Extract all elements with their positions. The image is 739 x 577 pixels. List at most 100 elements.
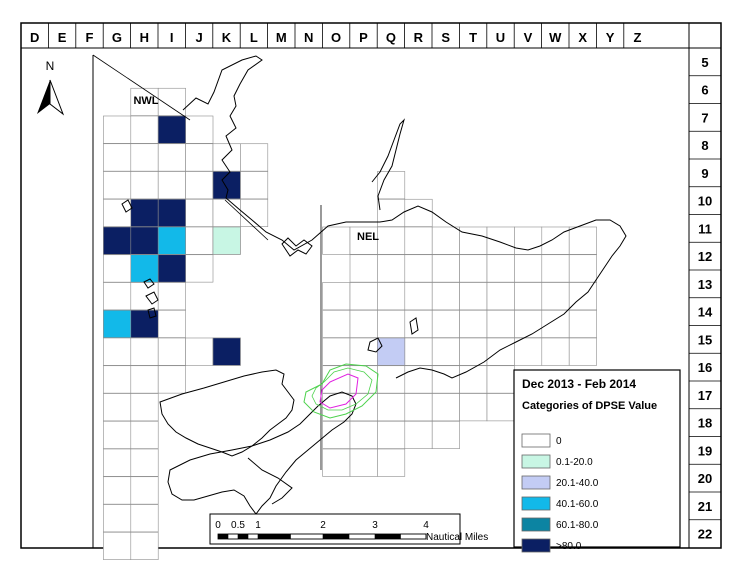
grid-cell	[130, 143, 159, 172]
legend-label-4: 60.1-80.0	[556, 520, 599, 531]
column-label-z: Z	[634, 30, 642, 45]
row-label-19: 19	[698, 443, 712, 458]
grid-cell	[404, 226, 433, 255]
island-small-3	[147, 307, 157, 319]
grid-cell	[431, 254, 460, 283]
grid-cell	[404, 198, 433, 227]
lantau-island	[159, 369, 295, 457]
grid-cell	[377, 198, 406, 227]
legend: Dec 2013 - Feb 2014 Categories of DPSE V…	[513, 369, 681, 553]
grid-cell	[459, 393, 488, 422]
grid-cell	[103, 254, 132, 283]
grid-cell	[349, 254, 378, 283]
grid-cell	[322, 337, 351, 366]
grid-cell	[130, 171, 159, 200]
legend-subtitle: Categories of DPSE Value	[522, 400, 657, 412]
grid-cell	[240, 171, 269, 200]
north-arrow-left-half	[37, 80, 50, 114]
grid-cell	[459, 254, 488, 283]
grid-cell	[377, 448, 406, 477]
grid-cell	[431, 393, 460, 422]
mainland-coast	[182, 55, 627, 379]
grid-cell	[404, 337, 433, 366]
row-label-11: 11	[698, 221, 712, 236]
scale-bar-tick-label: 2	[320, 520, 326, 531]
grid-cell	[322, 282, 351, 311]
column-label-o: O	[331, 30, 341, 45]
grid-cell	[130, 365, 159, 394]
row-label-21: 21	[698, 499, 712, 514]
grid-cell	[431, 420, 460, 449]
place-label-nwl: NWL	[133, 95, 158, 107]
legend-swatch-0	[521, 433, 551, 448]
grid-cell	[459, 309, 488, 338]
column-label-r: R	[414, 30, 424, 45]
grid-cell	[541, 309, 570, 338]
scale-bar-tick-label: 0.5	[231, 520, 245, 531]
column-label-n: N	[304, 30, 313, 45]
grid-cell	[568, 309, 597, 338]
grid-cell	[431, 365, 460, 394]
column-label-w: W	[549, 30, 562, 45]
grid-cell	[514, 309, 543, 338]
grid-cell	[377, 254, 406, 283]
column-label-e: E	[58, 30, 67, 45]
scale-bar-segment-light	[348, 533, 376, 540]
scale-bar-outline	[217, 533, 427, 540]
column-header-bar	[20, 22, 690, 49]
grid-cell	[404, 254, 433, 283]
grid-cell	[486, 309, 515, 338]
scale-bar: 0 0.5 1 2 3 4 Nautical Miles	[209, 513, 488, 545]
scale-bar-segment-dark	[375, 534, 401, 539]
grid-cell	[130, 337, 159, 366]
grid-cell	[185, 337, 214, 366]
grid-cell	[514, 282, 543, 311]
legend-label-2: 20.1-40.0	[556, 478, 599, 489]
airport-island	[167, 391, 357, 515]
dpse-cell-h12	[157, 254, 186, 283]
column-label-k: K	[222, 30, 232, 45]
place-label-nel: NEL	[357, 231, 379, 243]
scale-bar-segments	[217, 533, 427, 540]
grid-cell	[568, 254, 597, 283]
column-label-f: F	[86, 30, 94, 45]
grid-cell	[103, 531, 132, 560]
grid-cell	[130, 393, 159, 422]
row-label-15: 15	[698, 332, 712, 347]
legend-label-1: 0.1-20.0	[556, 457, 593, 468]
dpse-cell-h10	[157, 198, 186, 227]
grid-cell	[157, 87, 186, 116]
dpse-cell-g10	[130, 198, 159, 227]
grid-cell	[377, 420, 406, 449]
dpse-cell-g14	[130, 309, 159, 338]
grid-cell	[404, 393, 433, 422]
scale-bar-segment-light	[290, 533, 324, 540]
legend-swatch-5	[521, 538, 551, 553]
dpse-cell-g12	[130, 254, 159, 283]
dpse-cell-f11	[103, 226, 132, 255]
grid-cell	[130, 448, 159, 477]
column-labels: D E F G H I J K L M N O P Q R S T U V W X Y Z	[30, 23, 642, 48]
row-label-14: 14	[698, 305, 713, 320]
grid-cell	[185, 198, 214, 227]
row-label-10: 10	[698, 194, 712, 209]
grid-cell	[157, 337, 186, 366]
island-small-2	[145, 291, 159, 305]
scale-bar-segment-dark	[258, 534, 291, 539]
grid-cell	[431, 309, 460, 338]
grid-cell	[103, 115, 132, 144]
row-label-20: 20	[698, 471, 712, 486]
scale-bar-segment-light	[227, 533, 239, 540]
row-label-17: 17	[698, 388, 712, 403]
dpse-cell-h11	[157, 226, 186, 255]
grid-cell	[486, 337, 515, 366]
grid-cell	[349, 420, 378, 449]
contour-green-outer	[303, 363, 379, 419]
grid-cell	[157, 143, 186, 172]
grid-cell	[541, 254, 570, 283]
dpse-cell-p15	[377, 337, 406, 366]
grid-cell	[459, 282, 488, 311]
dpse-cell-f14	[103, 309, 132, 338]
dpse-cell-g11	[130, 226, 159, 255]
north-arrow-right-half	[49, 79, 65, 116]
